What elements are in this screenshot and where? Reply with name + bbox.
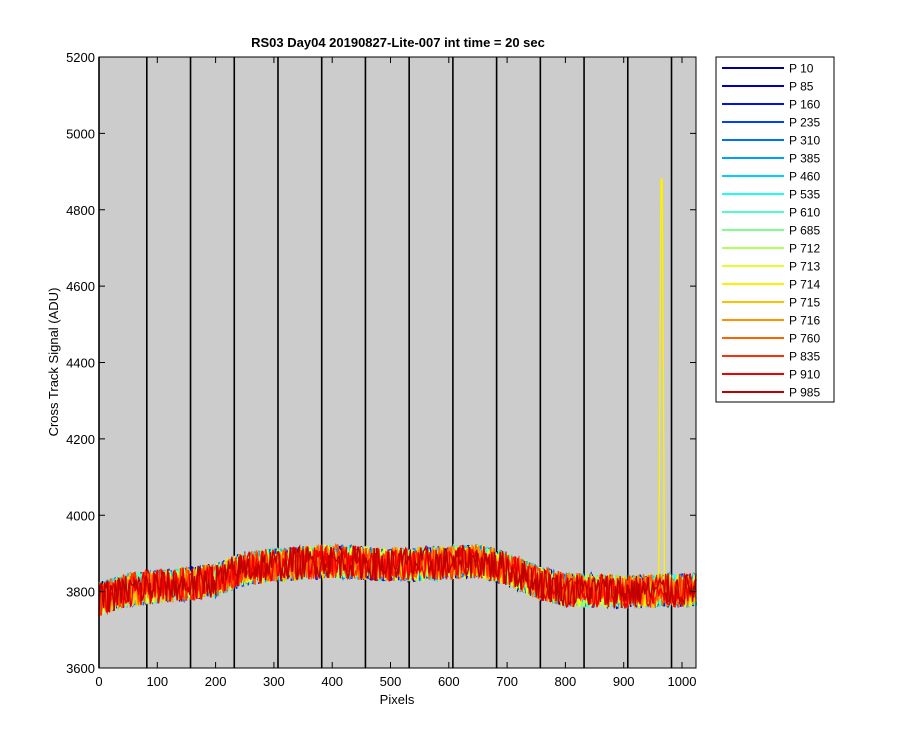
x-axis-label: Pixels [380,692,415,707]
series-line-18 [98,544,697,617]
legend-label: P 535 [789,188,820,202]
legend-label: P 714 [789,278,820,292]
legend-label: P 235 [789,116,820,130]
x-tick-label: 100 [146,674,168,689]
legend-label: P 716 [789,314,820,328]
legend-label: P 910 [789,368,820,382]
legend-label: P 610 [789,206,820,220]
y-tick-label: 5000 [66,126,95,141]
x-tick-label: 500 [380,674,402,689]
legend-label: P 985 [789,386,820,400]
legend-label: P 712 [789,242,820,256]
legend-items: P 10 P 85 P 160 P 235 P 310 P 385 P 460 P 535 P … [722,62,820,400]
y-tick-label: 4000 [66,508,95,523]
y-tick-label: 3600 [66,661,95,676]
x-tick-label: 200 [205,674,227,689]
x-tick-label: 300 [263,674,285,689]
y-tick-label: 4800 [66,203,95,218]
legend-label: P 310 [789,134,820,148]
x-tick-label: 600 [438,674,460,689]
legend-label: P 460 [789,170,820,184]
x-tick-label: 900 [613,674,635,689]
y-tick-label: 3800 [66,585,95,600]
x-tick-label: 400 [321,674,343,689]
legend-label: P 760 [789,332,820,346]
legend-label: P 835 [789,350,820,364]
y-tick-label: 5200 [66,50,95,65]
legend-label: P 85 [789,80,814,94]
y-axis-ticks: 3600 3800 4000 4200 4400 4600 4800 5000 5200 [66,50,696,676]
y-tick-label: 4200 [66,432,95,447]
x-tick-label: 800 [555,674,577,689]
legend: P 10 P 85 P 160 P 235 P 310 P 385 P 460 P 535 P … [715,56,835,403]
x-tick-label: 1000 [668,674,697,689]
legend-label: P 10 [789,62,814,76]
y-axis-label: Cross Track Signal (ADU) [46,288,61,437]
chart-title: RS03 Day04 20190827-Lite-007 int time = … [251,35,545,50]
x-axis-ticks: 0 100 200 300 400 500 600 700 800 900 1000 [95,57,696,689]
y-tick-label: 4600 [66,279,95,294]
y-tick-label: 4400 [66,356,95,371]
x-tick-label: 0 [95,674,102,689]
legend-label: P 160 [789,98,820,112]
series-lines [98,178,697,617]
legend-label: P 713 [789,260,820,274]
legend-label: P 715 [789,296,820,310]
legend-label: P 685 [789,224,820,238]
x-tick-label: 700 [496,674,518,689]
legend-label: P 385 [789,152,820,166]
